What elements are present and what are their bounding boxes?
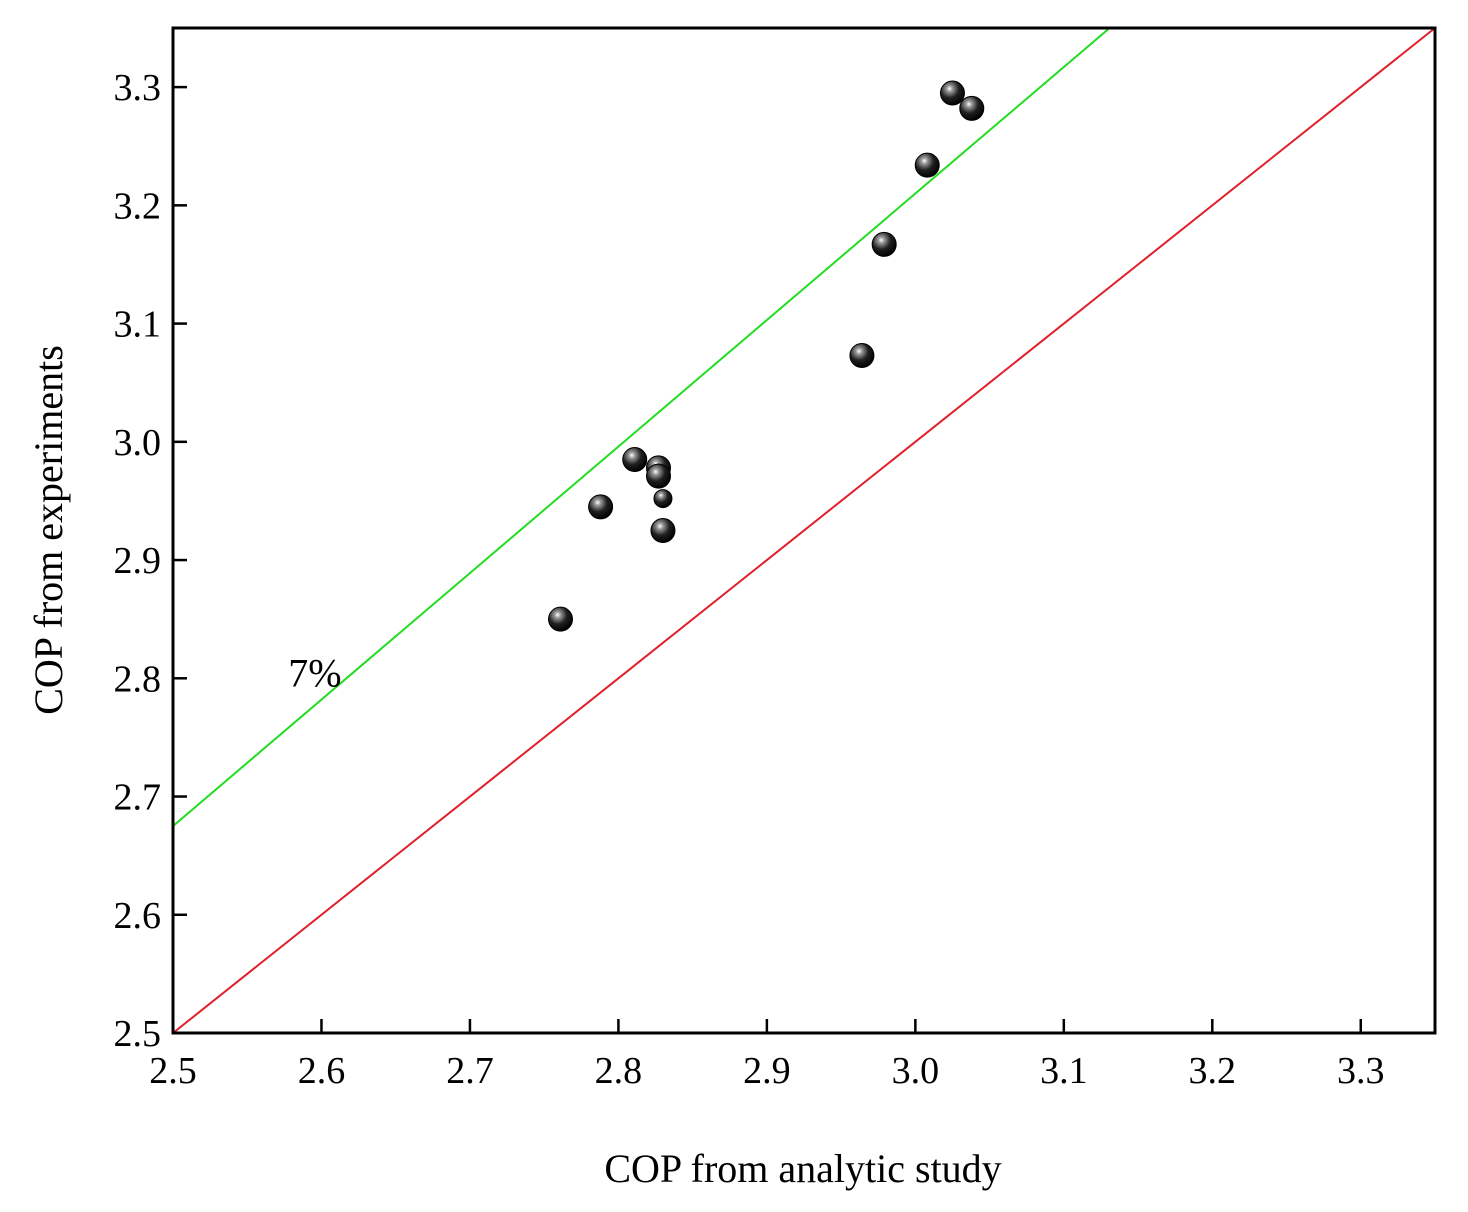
x-tick-label: 2.8 [595,1050,643,1092]
x-tick-label: 2.5 [149,1050,197,1092]
x-tick-label: 3.2 [1189,1050,1237,1092]
x-tick-label: 3.3 [1337,1050,1385,1092]
x-tick-label: 3.0 [892,1050,940,1092]
data-point [653,489,673,509]
x-tick-label: 2.6 [298,1050,346,1092]
y-tick-label: 2.9 [114,540,162,582]
y-tick-label: 3.1 [114,304,162,346]
y-tick-label: 2.6 [114,895,162,937]
y-tick-label: 3.3 [114,67,162,109]
data-point [588,494,614,520]
x-tick-label: 2.9 [743,1050,791,1092]
data-point [914,152,940,178]
x-axis-title: COP from analytic study [604,1146,1001,1191]
data-point [959,95,985,121]
y-tick-label: 2.5 [114,1013,162,1055]
x-axis-ticks: 2.5 2.6 2.7 2.8 2.9 3.0 3.1 3.2 3.3 [149,1019,1385,1092]
plot-frame [171,26,1437,1035]
y-tick-label: 3.2 [114,185,162,227]
y-tick-label: 2.7 [114,777,162,819]
y-tick-label: 3.0 [114,422,162,464]
data-point [645,463,671,489]
data-point [849,343,875,369]
y-axis-ticks: 2.5 2.6 2.7 2.8 2.9 3.0 3.1 3.2 3.3 [114,67,187,1055]
y-axis-title: COP from experiments [26,345,71,715]
perfect-agreement-line [173,28,1435,1033]
data-point [650,518,676,543]
x-tick-label: 3.1 [1040,1050,1088,1092]
plus-7-percent-line [173,28,1112,827]
data-point [939,80,965,106]
data-point [871,231,897,257]
reference-lines [173,28,1435,1033]
y-tick-label: 2.8 [114,658,162,700]
data-point [622,447,648,473]
data-point [548,606,574,632]
annotation-7-percent: 7% [288,650,341,695]
x-tick-label: 2.7 [446,1050,494,1092]
data-points [548,80,985,632]
